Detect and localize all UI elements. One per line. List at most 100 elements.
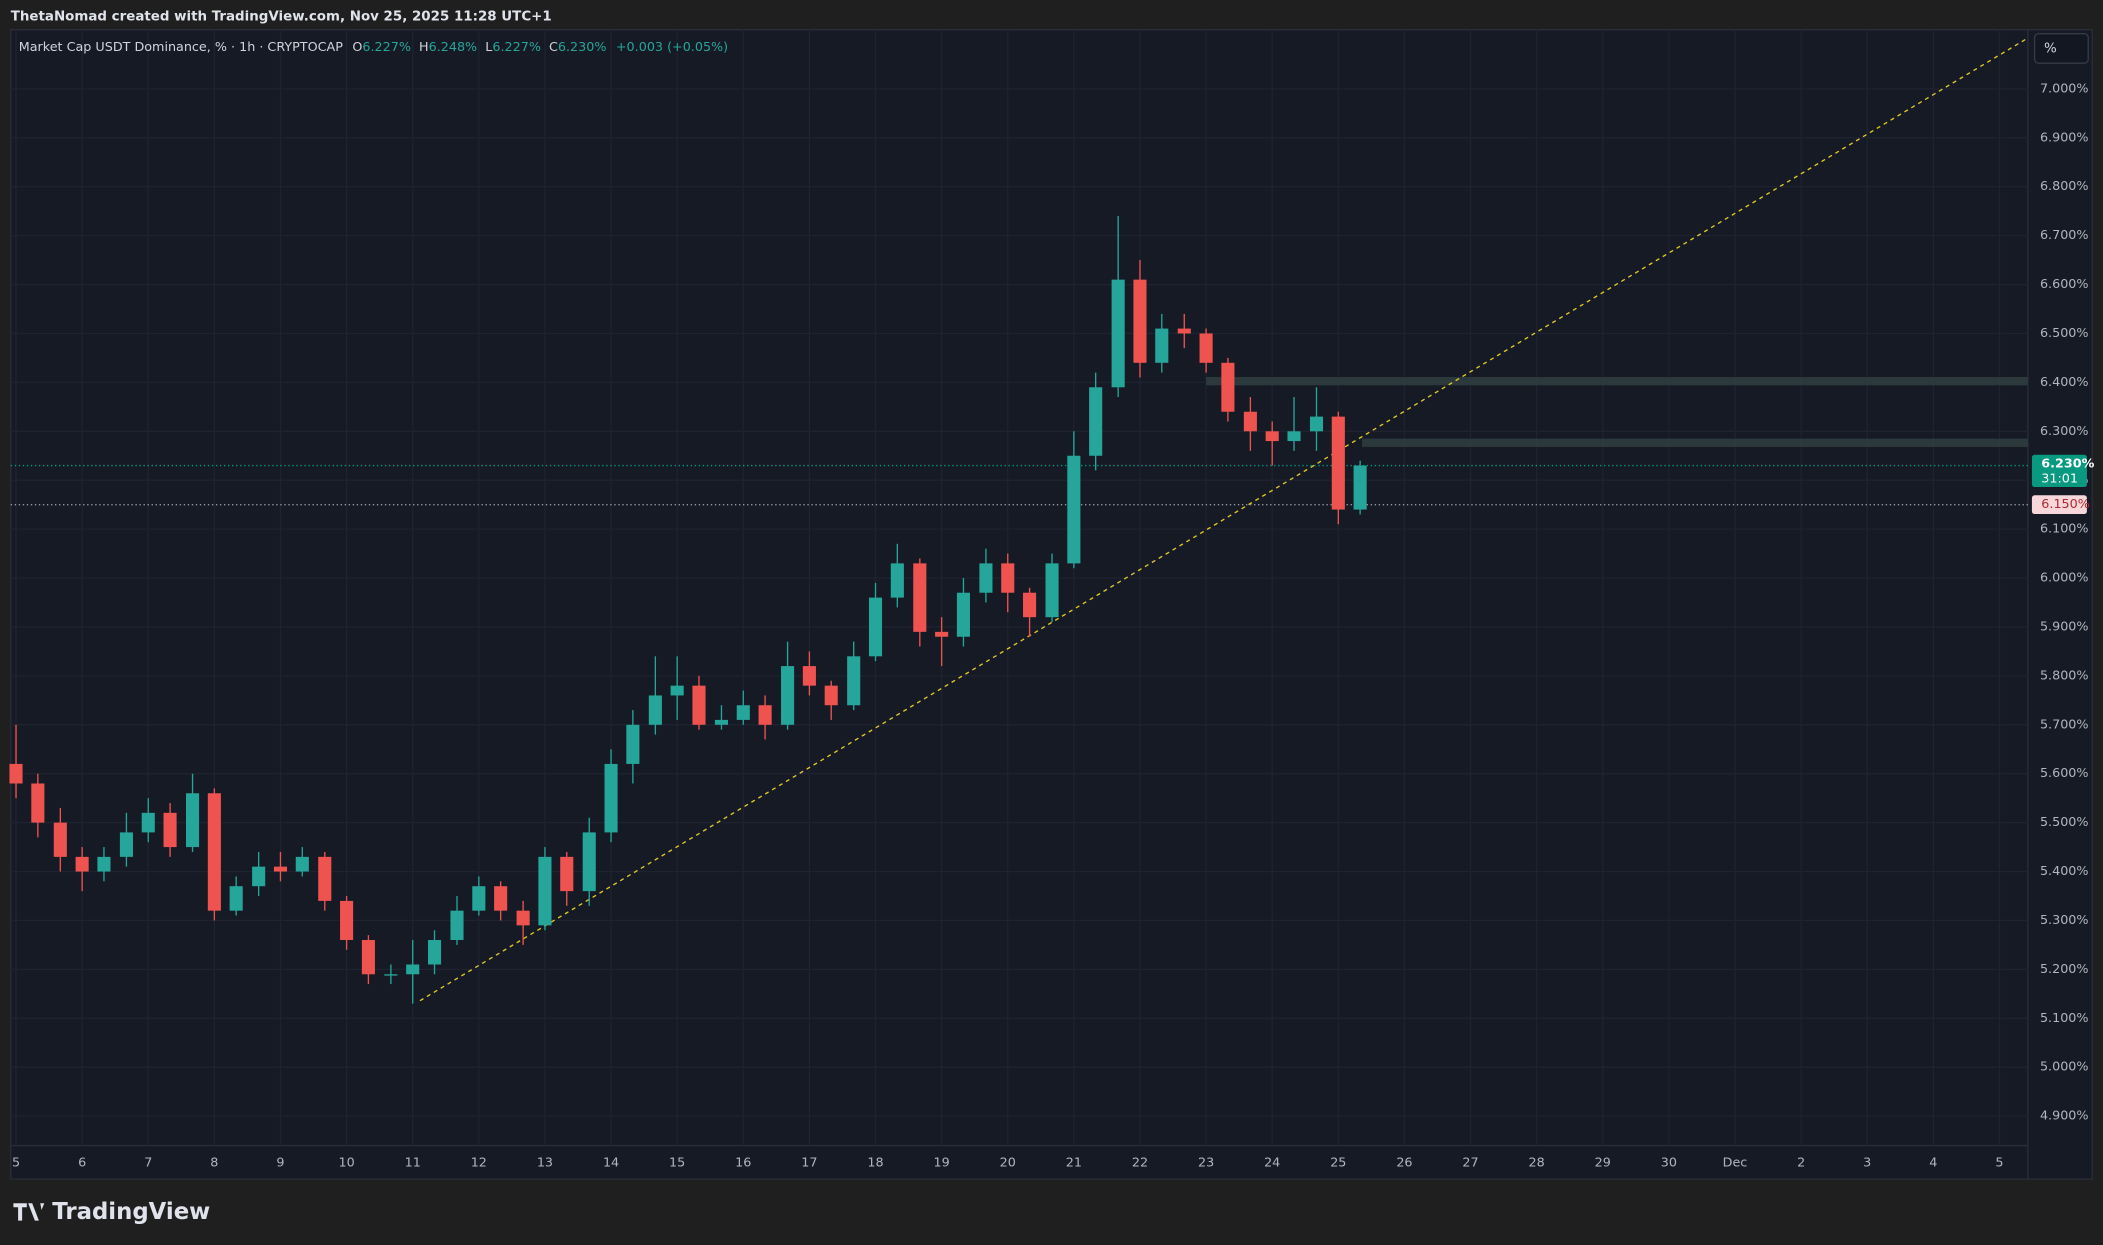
candle-body: [1023, 592, 1037, 618]
candle-body: [207, 793, 221, 911]
x-tick-label: 25: [1330, 1156, 1346, 1171]
x-tick-label: 21: [1066, 1156, 1082, 1171]
y-tick-label: 5.100%: [2040, 1011, 2089, 1026]
candle-body: [163, 812, 177, 848]
candle-body: [273, 866, 288, 872]
x-tick-label: 2: [1797, 1156, 1805, 1171]
y-tick-label: 5.900%: [2040, 619, 2089, 634]
candle-body: [340, 900, 354, 941]
x-tick-label: 5: [12, 1156, 20, 1171]
y-tick-label: 6.500%: [2040, 326, 2089, 341]
y-tick-label: 6.000%: [2040, 571, 2089, 586]
candle-body: [318, 856, 332, 901]
x-tick-label: 26: [1396, 1156, 1412, 1171]
candle-body: [979, 563, 993, 593]
candle-body: [604, 763, 618, 833]
y-tick-label: 5.200%: [2040, 962, 2089, 977]
legend-o-label: O: [352, 40, 362, 55]
x-tick-label: 17: [801, 1156, 817, 1171]
candle-body: [1089, 387, 1103, 456]
candle-body: [1265, 431, 1279, 442]
candle-body: [714, 719, 729, 725]
last-price-box: [2031, 454, 2087, 487]
candle-body: [626, 724, 640, 764]
countdown-label: 31:01: [2041, 471, 2078, 486]
candle-body: [758, 705, 772, 725]
candle-body: [384, 974, 398, 976]
candles: [9, 216, 1367, 1004]
x-tick-label: 23: [1198, 1156, 1214, 1171]
candle-body: [1133, 279, 1147, 363]
x-tick-label: 22: [1132, 1156, 1148, 1171]
candle-body: [53, 822, 67, 857]
candle-body: [935, 631, 949, 637]
trendline: [419, 37, 2029, 1002]
candle-body: [736, 705, 750, 720]
candle-body: [1045, 563, 1059, 618]
y-tick-label: 6.400%: [2040, 375, 2089, 390]
scale-button[interactable]: [2033, 33, 2089, 64]
candle-body: [824, 685, 838, 706]
candle-body: [31, 783, 45, 823]
x-tick-label: 18: [867, 1156, 883, 1171]
candle-body: [141, 812, 155, 833]
x-tick-label: 29: [1595, 1156, 1611, 1171]
candle-body: [670, 685, 684, 696]
labels: 4.900% 5.000% 5.100% 5.200% 5.300% 5.400% 5.50…: [12, 81, 2095, 1170]
x-tick-label: 30: [1661, 1156, 1677, 1171]
x-tick-label: Dec: [1723, 1156, 1748, 1171]
y-tick-label: 5.500%: [2040, 815, 2089, 830]
logo: TradingView: [13, 1199, 210, 1225]
candle-body: [781, 666, 795, 725]
scale-button-label[interactable]: %: [2044, 41, 2057, 56]
candle-body: [516, 910, 530, 926]
candle-body: [1067, 455, 1081, 564]
candle-body: [361, 940, 375, 975]
y-tick-label: 5.800%: [2040, 668, 2089, 683]
candle-body: [538, 856, 552, 926]
legend-c: 6.230%: [558, 40, 607, 55]
x-tick-label: 27: [1462, 1156, 1478, 1171]
candle-body: [1309, 416, 1324, 432]
x-tick-label: 8: [210, 1156, 218, 1171]
y-tick-label: 6.100%: [2040, 522, 2089, 537]
candle-body: [119, 832, 133, 857]
x-tick-label: 19: [934, 1156, 950, 1171]
x-tick-label: 10: [338, 1156, 354, 1171]
candle-body: [890, 563, 904, 598]
last-price-label: 6.230%: [2041, 457, 2094, 472]
y-tick-label: 6.700%: [2040, 228, 2089, 243]
candle-body: [472, 886, 486, 911]
legend-title: Market Cap USDT Dominance, % · 1h · CRYP…: [19, 40, 343, 55]
legend-c-label: C: [549, 40, 558, 55]
x-tick-label: 20: [1000, 1156, 1016, 1171]
level-label: 6.150%: [2041, 497, 2090, 512]
candle-body: [1243, 411, 1257, 432]
x-tick-label: 6: [78, 1156, 86, 1171]
y-tick-label: 5.700%: [2040, 717, 2089, 732]
legend-l: 6.227%: [492, 40, 541, 55]
candle-body: [847, 656, 861, 706]
legend-h-label: H: [419, 40, 429, 55]
x-tick-label: 13: [537, 1156, 553, 1171]
candle-body: [1331, 416, 1345, 510]
candle-body: [560, 856, 574, 892]
y-tick-label: 6.800%: [2040, 179, 2089, 194]
candle-body: [295, 856, 309, 872]
candle-body: [1177, 328, 1191, 334]
candle-body: [1199, 333, 1213, 363]
x-tick-label: 24: [1264, 1156, 1280, 1171]
legend-change: +0.003 (+0.05%): [616, 40, 728, 55]
candle-body: [956, 592, 970, 637]
logo-text: TradingView: [52, 1199, 210, 1225]
candle-body: [648, 695, 662, 725]
candle-body: [1111, 279, 1125, 388]
candle-body: [252, 866, 266, 887]
candle-body: [406, 964, 420, 975]
y-tick-label: 5.300%: [2040, 913, 2089, 928]
x-tick-label: 14: [603, 1156, 619, 1171]
x-tick-label: 7: [144, 1156, 152, 1171]
candle-body: [1287, 431, 1301, 442]
candle-body: [1221, 362, 1235, 412]
